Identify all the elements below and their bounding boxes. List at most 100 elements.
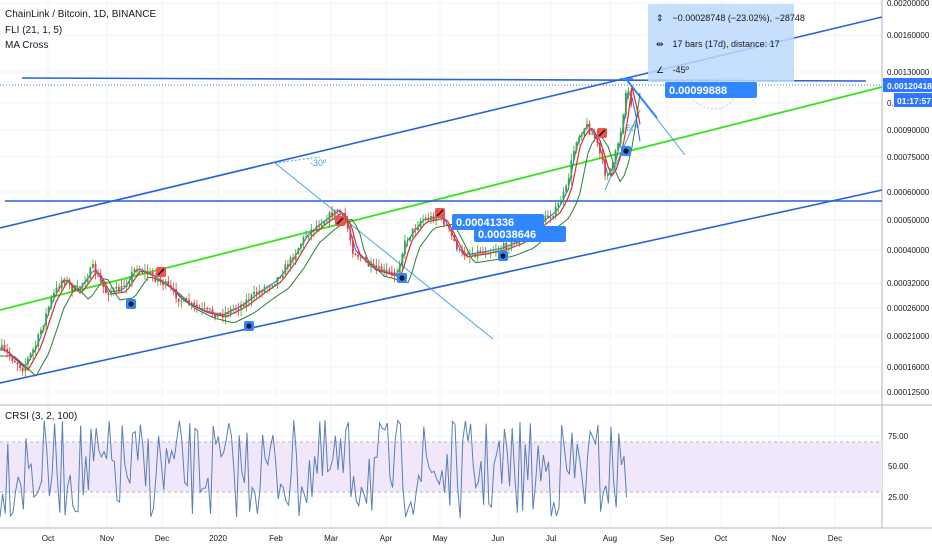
price-axis[interactable]: 0.002000000.001600000.001300000.00105000… <box>883 0 932 397</box>
candle-body <box>593 134 596 139</box>
candle-body <box>157 279 159 282</box>
candle-body <box>453 235 456 241</box>
candle-body <box>627 90 630 93</box>
candle-body <box>47 306 50 314</box>
symbol-title: ChainLink / Bitcoin, 1D, BINANCE <box>5 9 157 20</box>
candle-body <box>53 293 55 298</box>
candle-body <box>37 334 40 346</box>
indicator-legend-fli[interactable]: FLI (21, 1, 5) <box>5 25 63 36</box>
time-tick-label: Mar <box>324 534 338 543</box>
candle-body <box>604 159 606 176</box>
angle-line-left[interactable] <box>274 162 494 340</box>
candle-body <box>232 308 235 310</box>
measure-price-text: −0.00028748 (−23.02%), −28748 <box>672 13 805 23</box>
indicator-legend-ma-cross[interactable]: MA Cross <box>5 40 49 51</box>
callout-mid-b-bg[interactable] <box>474 226 566 242</box>
candle-body <box>406 240 409 242</box>
candle-body <box>58 287 60 289</box>
candle-body <box>107 293 110 295</box>
candle-body <box>8 352 11 357</box>
time-tick-label: May <box>432 534 447 543</box>
crsi-pane[interactable]: 75.00 50.00 25.00 <box>0 419 909 519</box>
sell-signal-glyph <box>336 217 344 225</box>
candle-body <box>79 286 81 288</box>
candle-body <box>185 297 188 300</box>
candle-body <box>510 241 513 249</box>
candle-body <box>268 286 271 288</box>
time-axis[interactable]: Oct Nov Dec 2020 Feb Mar Apr May Jun Jul Aug Sep Oct… <box>42 534 842 543</box>
candle-body <box>201 308 203 310</box>
candle-body <box>180 301 183 302</box>
candle-body <box>318 225 320 227</box>
candle-body <box>349 229 352 241</box>
candle-body <box>588 124 591 135</box>
candle-body <box>71 283 73 291</box>
candle-body <box>450 228 453 236</box>
candle-body <box>159 279 162 282</box>
candle-body <box>573 150 575 161</box>
candle-body <box>458 249 461 251</box>
measure-angle-text: -45º <box>672 65 689 75</box>
candle-body <box>34 345 37 350</box>
countdown-label: 01:17:57 <box>897 96 931 106</box>
measure-line-diagonal[interactable] <box>625 78 658 119</box>
signal-markers[interactable] <box>126 128 631 331</box>
candle-body <box>89 267 92 279</box>
candle-body <box>401 254 404 266</box>
candle-body <box>162 281 164 286</box>
time-tick-label: Dec <box>828 534 842 543</box>
candle-body <box>567 178 570 186</box>
sell-signal-glyph <box>157 268 165 276</box>
candle-body <box>427 218 430 221</box>
candle-body <box>112 288 115 292</box>
candle-body <box>193 302 196 305</box>
candle-body <box>591 134 593 136</box>
candle-body <box>94 264 97 275</box>
candle-body <box>398 265 401 274</box>
candle-body <box>344 213 346 221</box>
candle-body <box>500 249 502 250</box>
candle-body <box>164 281 167 286</box>
candle-body <box>580 135 583 137</box>
candle-body <box>19 364 21 368</box>
price-tick-label: 0.00040000 <box>887 246 930 255</box>
measure-price-row: ⇕ −0.00028748 (−23.02%), −28748 <box>656 13 805 24</box>
candle-body <box>287 264 289 267</box>
candle-body <box>81 283 84 288</box>
candle-body <box>404 240 406 255</box>
oscillator-legend-crsi[interactable]: CRSI (3, 2, 100) <box>5 411 78 422</box>
candle-body <box>435 217 437 221</box>
sell-signal-glyph <box>598 129 606 137</box>
candle-body <box>115 287 118 289</box>
candle-body <box>443 213 445 225</box>
time-tick-label: Jun <box>492 534 505 543</box>
candle-body <box>183 297 185 301</box>
candle-body <box>110 291 112 295</box>
candle-body <box>495 250 497 252</box>
candle-body <box>315 225 318 231</box>
candle-body <box>609 168 612 176</box>
last-price-label: 0.00120418 <box>887 81 932 91</box>
candle-body <box>367 261 370 267</box>
candle-body <box>560 201 562 204</box>
candle-body <box>224 312 227 318</box>
candle-body <box>1 344 3 348</box>
candle-body <box>409 237 411 241</box>
crsi-line <box>0 419 628 519</box>
candle-body <box>105 287 107 294</box>
candle-body <box>625 92 627 115</box>
candle-body <box>198 307 201 309</box>
candle-body <box>484 251 487 254</box>
candle-body <box>549 216 552 218</box>
channel-lower-line[interactable] <box>0 189 883 384</box>
candle-body <box>274 284 276 286</box>
candle-body <box>445 224 448 226</box>
candle-body <box>76 286 79 288</box>
callout-top-bg[interactable] <box>665 82 757 98</box>
candle-body <box>482 251 484 254</box>
candle-body <box>456 241 458 250</box>
candle-body <box>292 257 294 260</box>
